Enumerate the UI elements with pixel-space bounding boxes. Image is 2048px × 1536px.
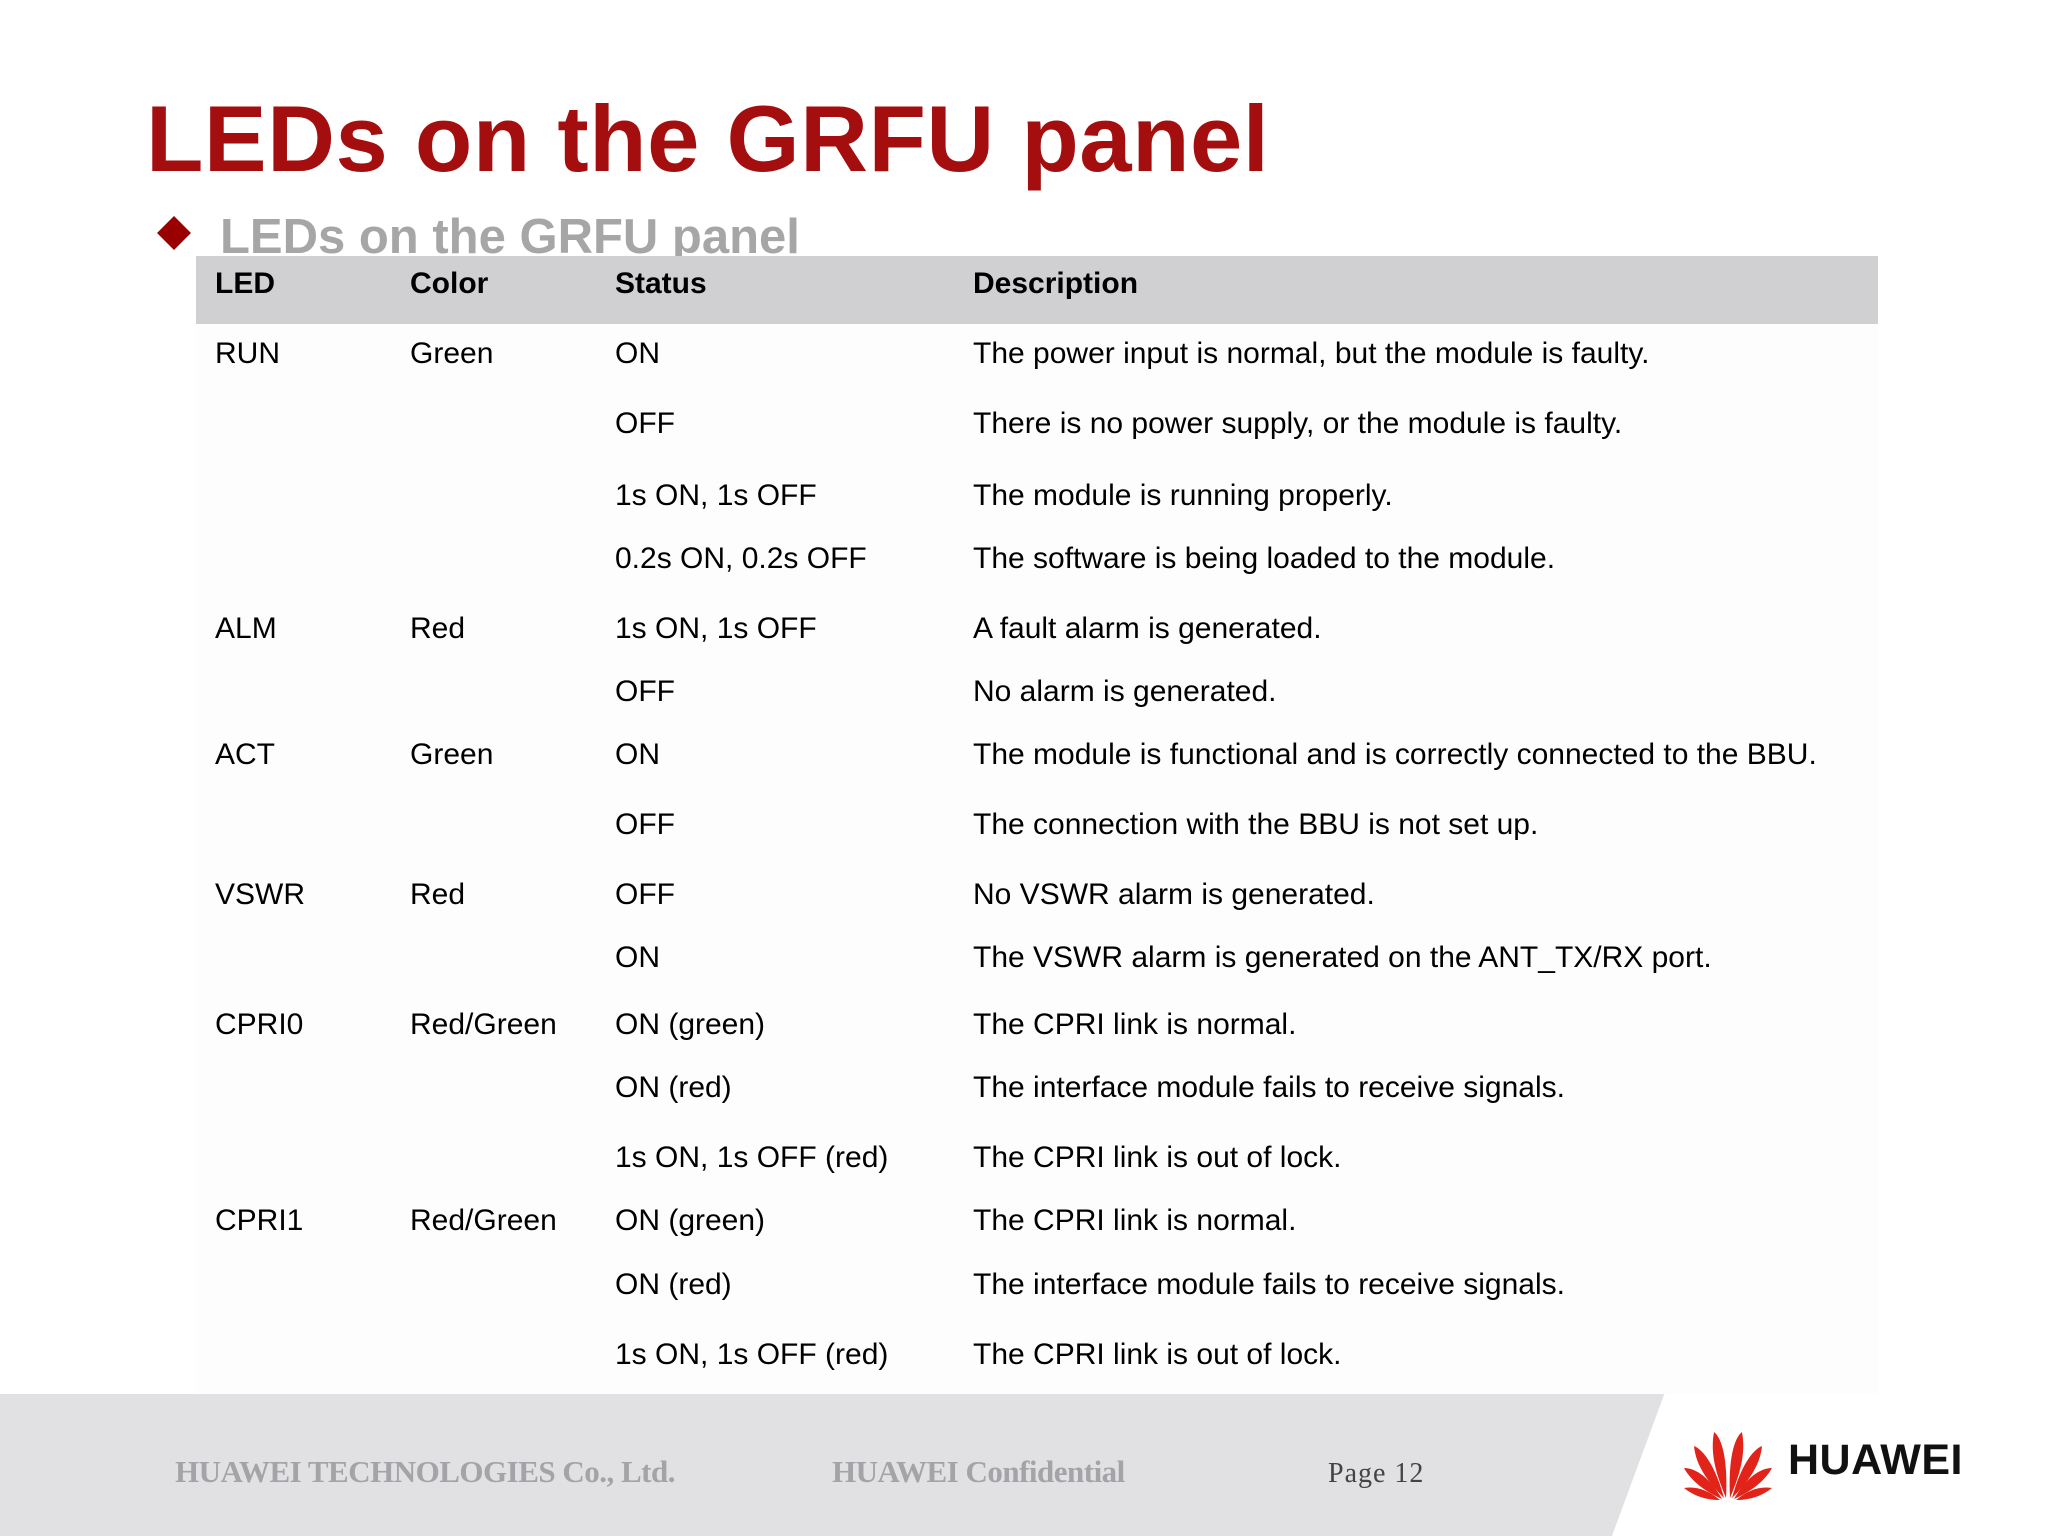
header-description: Description (973, 267, 1139, 300)
cell-status: OFF (615, 675, 675, 708)
cell-status: 1s ON, 1s OFF (615, 612, 817, 645)
cell-description: The CPRI link is out of lock. (973, 1141, 1342, 1174)
logo-text: HUAWEI (1788, 1436, 1963, 1484)
cell-led: CPRI1 (215, 1204, 304, 1237)
cell-status: ON (green) (615, 1204, 766, 1237)
cell-color: Red (410, 612, 466, 645)
header-led: LED (215, 267, 275, 300)
cell-led: ALM (215, 612, 277, 645)
cell-description: The CPRI link is normal. (973, 1204, 1297, 1237)
cell-description: The power input is normal, but the modul… (973, 337, 1650, 370)
footer-confidential: HUAWEI Confidential (832, 1454, 1125, 1489)
cell-status: 1s ON, 1s OFF (red) (615, 1141, 889, 1174)
cell-description: A fault alarm is generated. (973, 612, 1322, 645)
cell-description: No alarm is generated. (973, 675, 1277, 708)
table-header: LED Color Status Description (196, 256, 1878, 324)
led-table: LED Color Status Description RUN Green ON T… (196, 256, 1878, 1394)
cell-color: Red/Green (410, 1008, 557, 1041)
cell-description: The CPRI link is out of lock. (973, 1338, 1342, 1371)
huawei-logo: HUAWEI (1612, 1394, 2048, 1536)
cell-led: ACT (215, 738, 275, 771)
cell-status: 1s ON, 1s OFF (red) (615, 1338, 889, 1371)
slide-title: LEDs on the GRFU panel (146, 86, 1270, 191)
cell-status: ON (green) (615, 1008, 766, 1041)
cell-status: ON (615, 738, 660, 771)
cell-color: Red/Green (410, 1204, 557, 1237)
cell-status: OFF (615, 407, 675, 440)
cell-description: There is no power supply, or the module … (973, 407, 1623, 440)
cell-status: 1s ON, 1s OFF (615, 479, 817, 512)
cell-description: The interface module fails to receive si… (973, 1071, 1565, 1104)
cell-description: The CPRI link is normal. (973, 1008, 1297, 1041)
cell-color: Red (410, 878, 466, 911)
huawei-flower-icon (1684, 1432, 1772, 1500)
cell-color: Green (410, 738, 494, 771)
cell-description: The software is being loaded to the modu… (973, 542, 1556, 575)
cell-description: The connection with the BBU is not set u… (973, 808, 1539, 841)
cell-status: ON (615, 941, 660, 974)
cell-status: ON (red) (615, 1268, 732, 1301)
footer: HUAWEI TECHNOLOGIES Co., Ltd. HUAWEI Con… (0, 1394, 2048, 1536)
cell-led: RUN (215, 337, 280, 370)
subtitle: LEDs on the GRFU panel (220, 210, 800, 264)
cell-status: OFF (615, 808, 675, 841)
header-color: Color (410, 267, 489, 300)
cell-description: The interface module fails to receive si… (973, 1268, 1565, 1301)
cell-color: Green (410, 337, 494, 370)
footer-company: HUAWEI TECHNOLOGIES Co., Ltd. (175, 1454, 676, 1489)
header-status: Status (615, 267, 707, 300)
cell-led: VSWR (215, 878, 305, 911)
cell-led: CPRI0 (215, 1008, 304, 1041)
cell-description: The VSWR alarm is generated on the ANT_T… (973, 941, 1712, 974)
cell-description: The module is functional and is correctl… (973, 738, 1817, 771)
cell-description: The module is running properly. (973, 479, 1393, 512)
diamond-bullet-icon (157, 216, 191, 250)
cell-description: No VSWR alarm is generated. (973, 878, 1375, 911)
cell-status: OFF (615, 878, 675, 911)
cell-status: ON (red) (615, 1071, 732, 1104)
cell-status: 0.2s ON, 0.2s OFF (615, 542, 867, 575)
page-number: Page 12 (1328, 1458, 1425, 1489)
cell-status: ON (615, 337, 660, 370)
